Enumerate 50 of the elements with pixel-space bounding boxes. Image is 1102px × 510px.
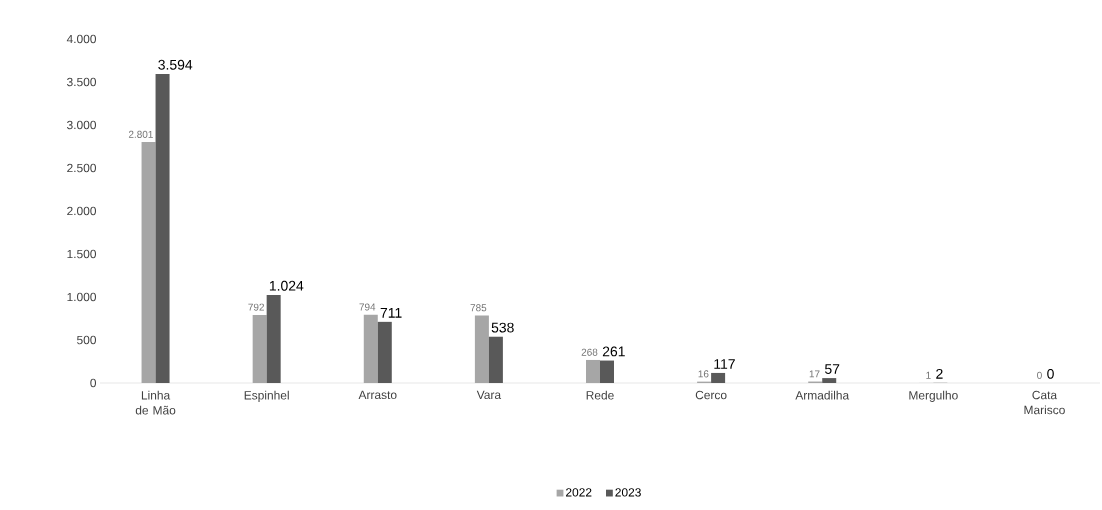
y-tick-label: 1.500 <box>67 249 97 259</box>
legend-label: 2022 <box>566 488 592 497</box>
bar <box>377 321 392 383</box>
y-tick-label: 3.500 <box>67 77 97 87</box>
y-tick-label: 0 <box>90 378 97 388</box>
bar <box>586 359 600 383</box>
data-label: 0 <box>1037 371 1042 379</box>
bar <box>600 360 614 383</box>
data-label: 1 <box>926 371 931 379</box>
data-label: 16 <box>698 370 709 378</box>
bar <box>155 73 170 383</box>
x-tick-label: Cata Marisco <box>1024 390 1065 415</box>
bar <box>252 314 267 383</box>
data-label: 792 <box>248 303 264 311</box>
x-tick-label: Vara <box>476 390 502 400</box>
data-label: 2.801 <box>128 130 153 138</box>
data-label: 1.024 <box>269 280 304 291</box>
data-label: 268 <box>581 348 598 356</box>
data-label: 261 <box>602 346 625 357</box>
bar <box>141 142 156 383</box>
data-label: 3.594 <box>158 59 193 70</box>
data-label: 794 <box>359 303 376 311</box>
y-tick-label: 500 <box>77 335 97 345</box>
y-tick-label: 3.000 <box>67 120 97 130</box>
x-tick-label: Mergulho <box>909 390 958 402</box>
x-tick-label: Arrasto <box>358 390 397 400</box>
x-tick-label: Linha de Mão <box>135 390 176 415</box>
bar <box>488 336 503 383</box>
x-tick-label: Rede <box>586 390 614 400</box>
data-label: 538 <box>491 322 514 333</box>
data-label: 711 <box>380 308 402 318</box>
data-label: 57 <box>824 364 840 374</box>
x-tick-label: Cerco <box>695 390 727 400</box>
bar <box>711 372 726 383</box>
bar <box>474 315 489 383</box>
x-tick-label: Espinhel <box>244 390 289 402</box>
data-label: 17 <box>809 370 820 378</box>
y-tick-label: 1.000 <box>67 292 97 302</box>
bar <box>266 294 281 383</box>
x-tick-label: Armadilha <box>795 390 850 400</box>
bar <box>822 378 837 383</box>
y-tick-label: 2.000 <box>67 206 97 216</box>
bar <box>363 314 378 383</box>
legend-label: 2023 <box>615 488 641 497</box>
data-label: 2 <box>936 368 943 379</box>
y-tick-label: 4.000 <box>66 34 97 44</box>
data-label: 0 <box>1047 368 1054 379</box>
data-label: 785 <box>470 304 487 312</box>
data-label: 117 <box>714 359 735 369</box>
y-tick-label: 2.500 <box>67 163 97 173</box>
